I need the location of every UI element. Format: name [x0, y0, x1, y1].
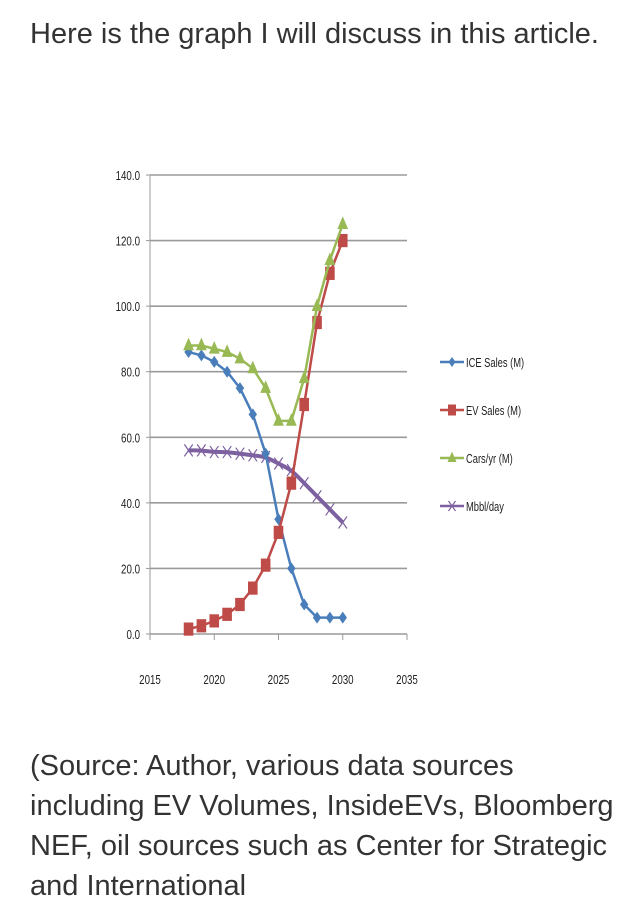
- data-point: [286, 476, 297, 490]
- data-point: [337, 216, 349, 229]
- y-tick-label: 140.0: [116, 170, 140, 184]
- data-point: [325, 611, 335, 624]
- x-tick-label: 2035: [396, 674, 418, 688]
- data-point-stroke: [235, 447, 245, 461]
- data-point: [197, 349, 206, 362]
- y-axis-ticks: 0.0 20.0 40.0 60.0 80.0 100.0 120.0 140.0: [116, 170, 140, 643]
- data-point: [260, 380, 272, 393]
- x-axis-ticks: 2015 2020 2025 2030 2035: [139, 674, 418, 688]
- data-point: [312, 611, 322, 624]
- data-point: [285, 413, 297, 426]
- y-tick-label: 60.0: [121, 432, 140, 446]
- x-tick-label: 2020: [203, 674, 225, 688]
- legend-item: ICE Sales (M): [440, 357, 524, 371]
- data-point: [325, 503, 335, 516]
- data-point: [247, 360, 259, 374]
- legend-label: Cars/yr (M): [466, 453, 513, 467]
- x-tick-label: 2015: [139, 674, 161, 688]
- data-point: [312, 315, 322, 330]
- series-cars-yr-m: [183, 216, 349, 426]
- data-point-stroke: [196, 444, 207, 457]
- data-point: [248, 448, 258, 462]
- legend: ICE Sales (M) EV Sales (M) Cars/yr (M) Mbbl…: [440, 357, 524, 515]
- data-point: [325, 266, 335, 280]
- gridlines: [150, 174, 407, 635]
- data-point: [183, 622, 194, 636]
- data-point: [273, 525, 284, 539]
- data-point: [221, 344, 233, 357]
- y-tick-label: 20.0: [121, 563, 140, 577]
- x-tick-label: 2025: [268, 674, 290, 688]
- data-point: [338, 611, 347, 624]
- data-point: [235, 447, 245, 461]
- data-point: [248, 408, 257, 421]
- data-point-stroke: [209, 445, 219, 459]
- data-point: [183, 444, 194, 457]
- data-point: [298, 370, 310, 384]
- data-point: [273, 457, 284, 470]
- series-ice-sales-m: [184, 346, 347, 624]
- data-point: [448, 357, 456, 367]
- data-point: [183, 337, 194, 351]
- data-point-stroke: [325, 503, 335, 516]
- data-point: [210, 355, 219, 368]
- y-tick-label: 100.0: [116, 301, 140, 315]
- data-point: [222, 365, 232, 378]
- data-point: [299, 476, 309, 490]
- y-tick-label: 0.0: [126, 629, 140, 643]
- legend-item: Mbbl/day: [440, 500, 504, 515]
- data-point-stroke: [222, 445, 232, 459]
- data-point: [312, 489, 322, 503]
- data-point: [208, 340, 220, 354]
- data-point: [209, 614, 220, 628]
- data-point: [235, 597, 245, 612]
- data-point: [209, 445, 219, 459]
- data-point: [196, 337, 207, 351]
- data-point: [248, 581, 258, 595]
- data-point-stroke: [183, 444, 194, 457]
- legend-label: EV Sales (M): [466, 405, 521, 419]
- data-point: [287, 562, 296, 575]
- data-point: [273, 413, 284, 426]
- data-point: [324, 252, 336, 266]
- data-point: [196, 619, 207, 633]
- data-point-stroke: [248, 448, 258, 462]
- data-point: [235, 382, 245, 395]
- legend-label: ICE Sales (M): [466, 357, 524, 371]
- data-point: [337, 233, 348, 248]
- data-point: [448, 404, 456, 416]
- data-point-stroke: [312, 489, 322, 503]
- axes: [146, 174, 408, 640]
- data-point: [222, 607, 232, 621]
- data-point: [311, 298, 323, 311]
- series-line: [188, 448, 345, 524]
- y-tick-label: 40.0: [121, 498, 140, 512]
- series-ev-sales-m: [183, 233, 348, 636]
- data-point: [338, 516, 348, 529]
- intro-paragraph: Here is the graph I will discuss in this…: [30, 18, 599, 50]
- data-point: [234, 350, 246, 364]
- plot-area: [183, 216, 349, 636]
- data-point: [448, 500, 456, 512]
- data-point: [299, 397, 309, 412]
- x-tick-label: 2030: [332, 674, 354, 688]
- data-point-stroke: [448, 500, 456, 512]
- data-point-stroke: [338, 516, 348, 529]
- data-point-stroke: [299, 476, 309, 490]
- y-tick-label: 80.0: [121, 367, 140, 381]
- data-point: [184, 346, 193, 359]
- data-point: [196, 444, 207, 457]
- y-tick-label: 120.0: [116, 235, 140, 249]
- data-point-stroke: [273, 457, 284, 470]
- data-point: [300, 598, 309, 611]
- data-point: [222, 445, 232, 459]
- legend-item: EV Sales (M): [440, 404, 521, 419]
- data-point: [260, 558, 271, 572]
- data-point: [447, 451, 457, 462]
- data-point: [261, 447, 270, 460]
- legend-item: Cars/yr (M): [440, 451, 513, 467]
- source-paragraph: (Source: Author, various data sources in…: [30, 750, 614, 902]
- legend-label: Mbbl/day: [466, 501, 504, 515]
